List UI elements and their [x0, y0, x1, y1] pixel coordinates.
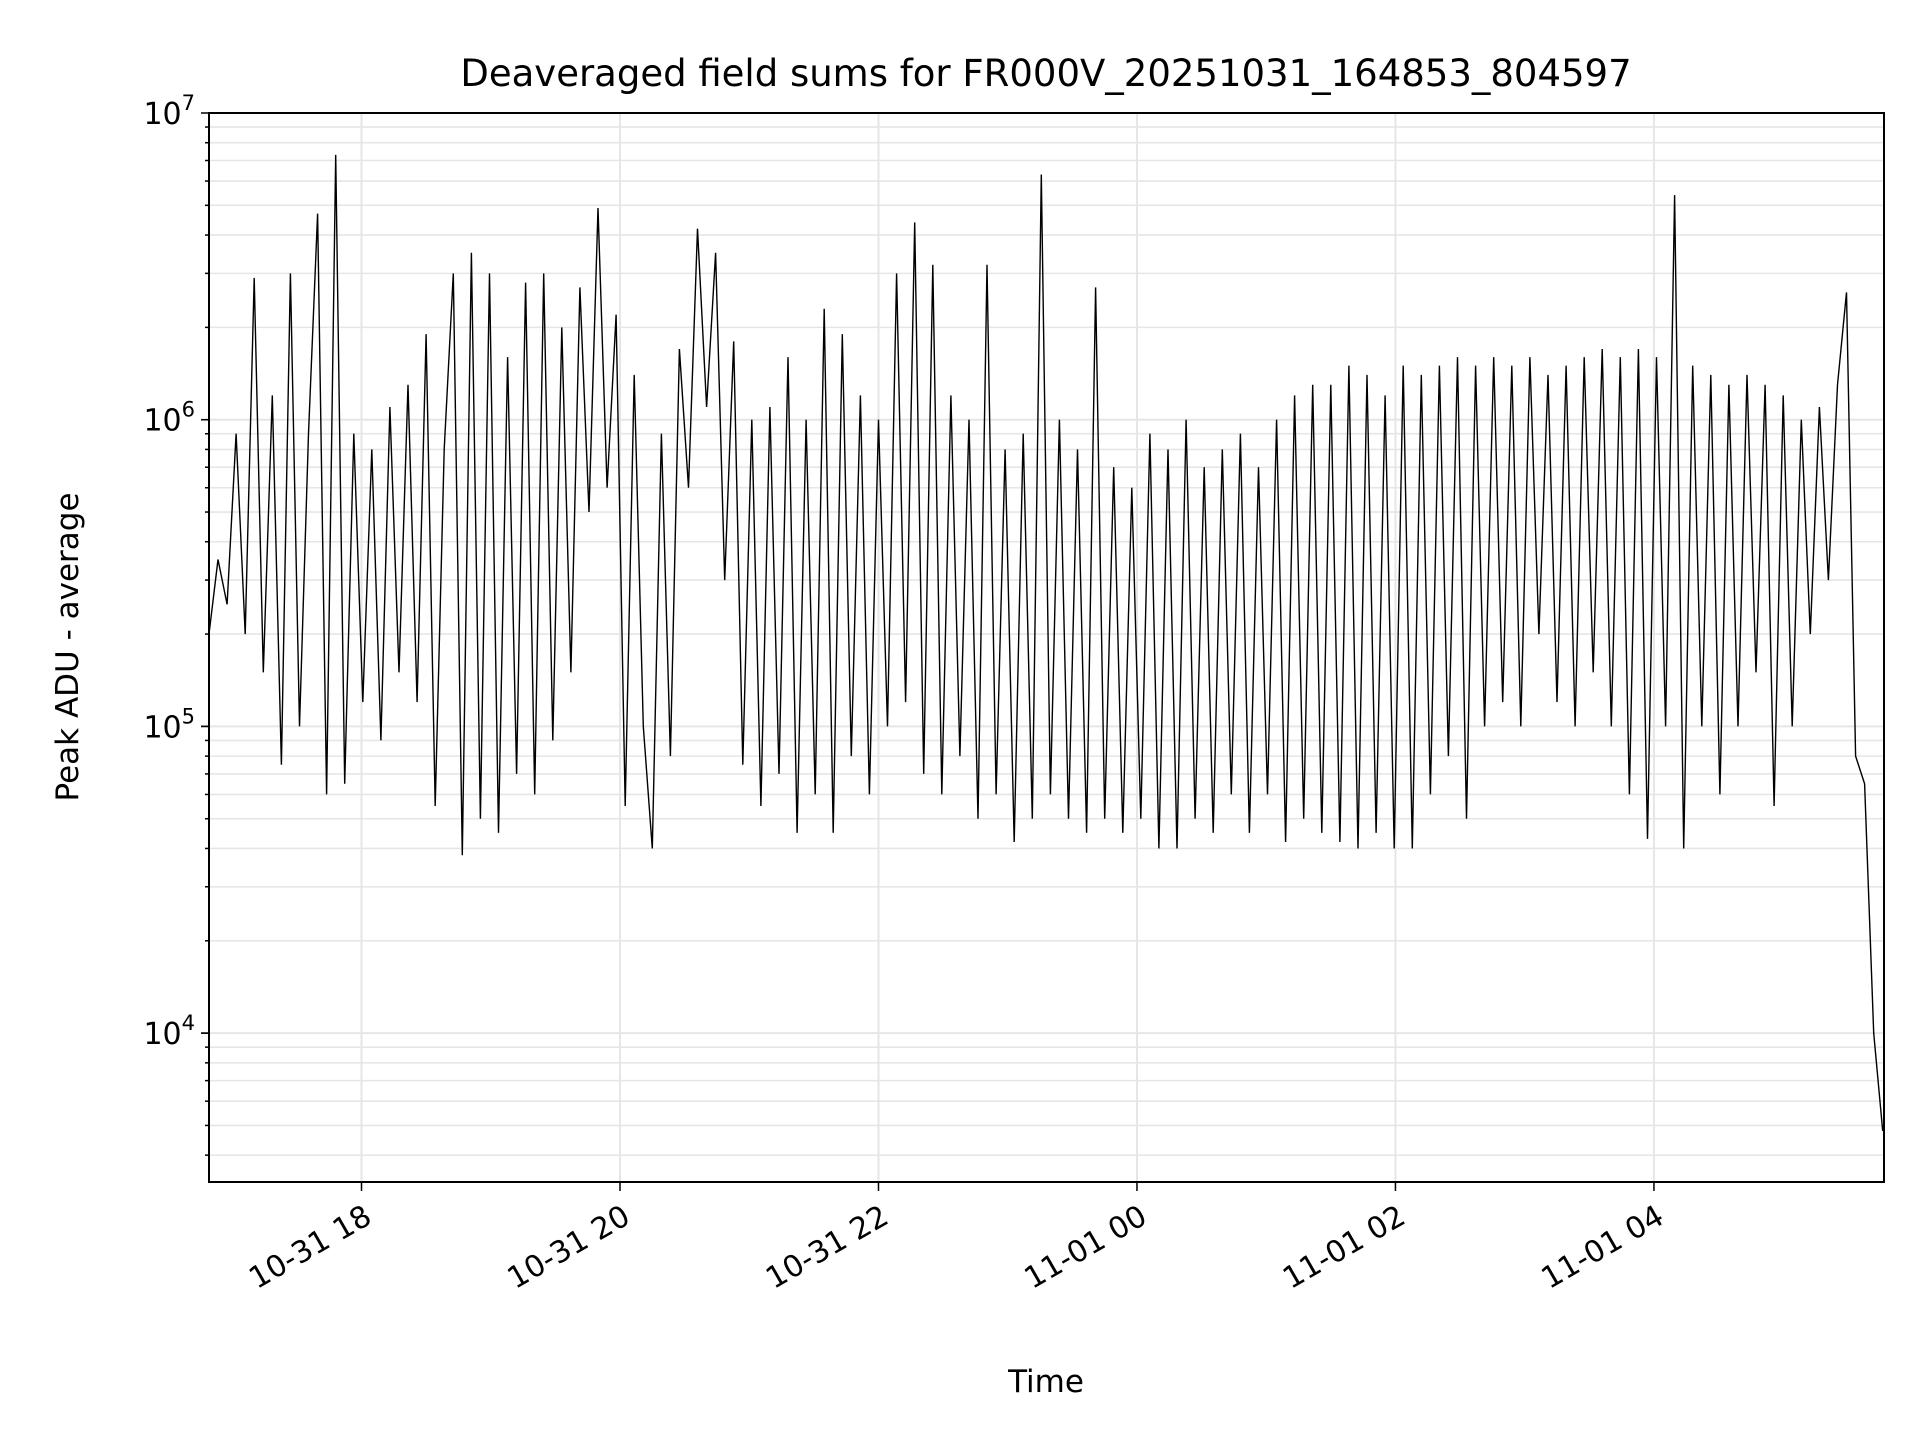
x-axis-label: Time [1007, 1364, 1084, 1400]
y-tick-label: 106 [143, 398, 195, 439]
x-tick-label: 11-01 04 [1536, 1199, 1670, 1297]
y-tick-base: 10 [143, 97, 181, 132]
series [209, 155, 1883, 1131]
series-line [209, 155, 1883, 1131]
x-tick-label: 10-31 22 [760, 1199, 894, 1297]
x-tick-label: 11-01 00 [1019, 1199, 1153, 1297]
y-tick-label: 104 [143, 1011, 195, 1052]
y-tick-base: 10 [143, 404, 181, 439]
x-tick-label: 10-31 18 [243, 1199, 377, 1297]
x-axis: 10-31 18 10-31 20 10-31 22 11-01 00 11-01 02… [243, 1182, 1670, 1296]
y-tick-exponent: 6 [182, 398, 195, 422]
x-tick-label: 10-31 20 [502, 1199, 636, 1297]
y-tick-exponent: 7 [182, 91, 195, 115]
y-tick-label: 105 [143, 704, 195, 745]
y-tick-exponent: 4 [182, 1011, 195, 1035]
y-tick-exponent: 5 [182, 704, 195, 728]
y-tick-label: 107 [143, 91, 195, 132]
y-tick-base: 10 [143, 1017, 181, 1052]
x-tick-label: 11-01 02 [1277, 1199, 1411, 1297]
y-axis-label: Peak ADU - average [50, 492, 86, 801]
y-tick-base: 10 [143, 710, 181, 745]
chart-title: Deaveraged field sums for FR000V_2025103… [460, 52, 1631, 95]
